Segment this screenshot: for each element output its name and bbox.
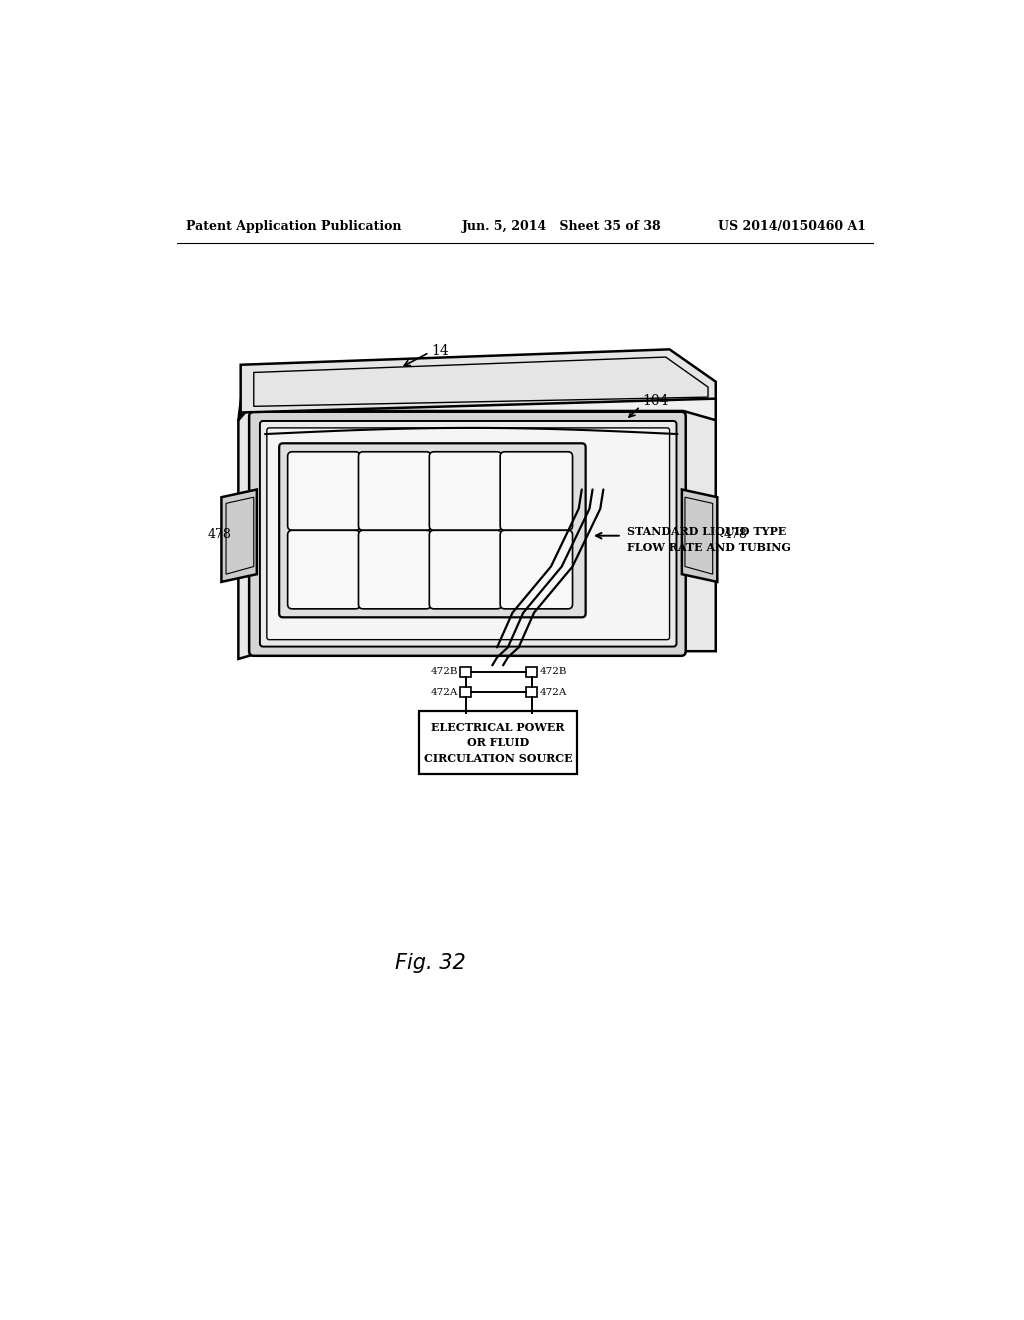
- Text: Patent Application Publication: Patent Application Publication: [186, 219, 401, 232]
- Polygon shape: [685, 389, 716, 651]
- FancyBboxPatch shape: [280, 444, 586, 618]
- FancyBboxPatch shape: [288, 531, 360, 609]
- FancyBboxPatch shape: [358, 531, 431, 609]
- Text: ELECTRICAL POWER
OR FLUID
CIRCULATION SOURCE: ELECTRICAL POWER OR FLUID CIRCULATION SO…: [424, 722, 572, 764]
- Bar: [526, 686, 538, 697]
- Text: 472A: 472A: [430, 688, 458, 697]
- Text: 472A: 472A: [540, 688, 567, 697]
- FancyBboxPatch shape: [267, 428, 670, 640]
- FancyBboxPatch shape: [249, 412, 686, 656]
- FancyBboxPatch shape: [429, 451, 502, 531]
- Polygon shape: [239, 389, 265, 659]
- Text: Jun. 5, 2014   Sheet 35 of 38: Jun. 5, 2014 Sheet 35 of 38: [462, 219, 662, 232]
- Bar: [526, 667, 538, 677]
- Text: 472B: 472B: [430, 668, 458, 676]
- Text: STANDARD LIQUID TYPE
FLOW RATE AND TUBING: STANDARD LIQUID TYPE FLOW RATE AND TUBIN…: [628, 527, 792, 553]
- FancyBboxPatch shape: [500, 451, 572, 531]
- Text: Fig. 32: Fig. 32: [395, 953, 466, 973]
- Text: US 2014/0150460 A1: US 2014/0150460 A1: [718, 219, 866, 232]
- Text: 472B: 472B: [540, 668, 567, 676]
- Text: 478: 478: [724, 528, 748, 541]
- Polygon shape: [221, 490, 257, 582]
- Polygon shape: [682, 490, 717, 582]
- Bar: [460, 667, 471, 677]
- Polygon shape: [239, 389, 716, 420]
- FancyBboxPatch shape: [260, 421, 677, 647]
- Text: 104: 104: [643, 393, 669, 408]
- Polygon shape: [241, 350, 716, 412]
- Text: 14: 14: [431, 345, 449, 358]
- FancyBboxPatch shape: [500, 531, 572, 609]
- FancyBboxPatch shape: [358, 451, 431, 531]
- FancyBboxPatch shape: [288, 451, 360, 531]
- Bar: [460, 686, 471, 697]
- FancyBboxPatch shape: [429, 531, 502, 609]
- Bar: [419, 711, 578, 775]
- Text: 478: 478: [208, 528, 231, 541]
